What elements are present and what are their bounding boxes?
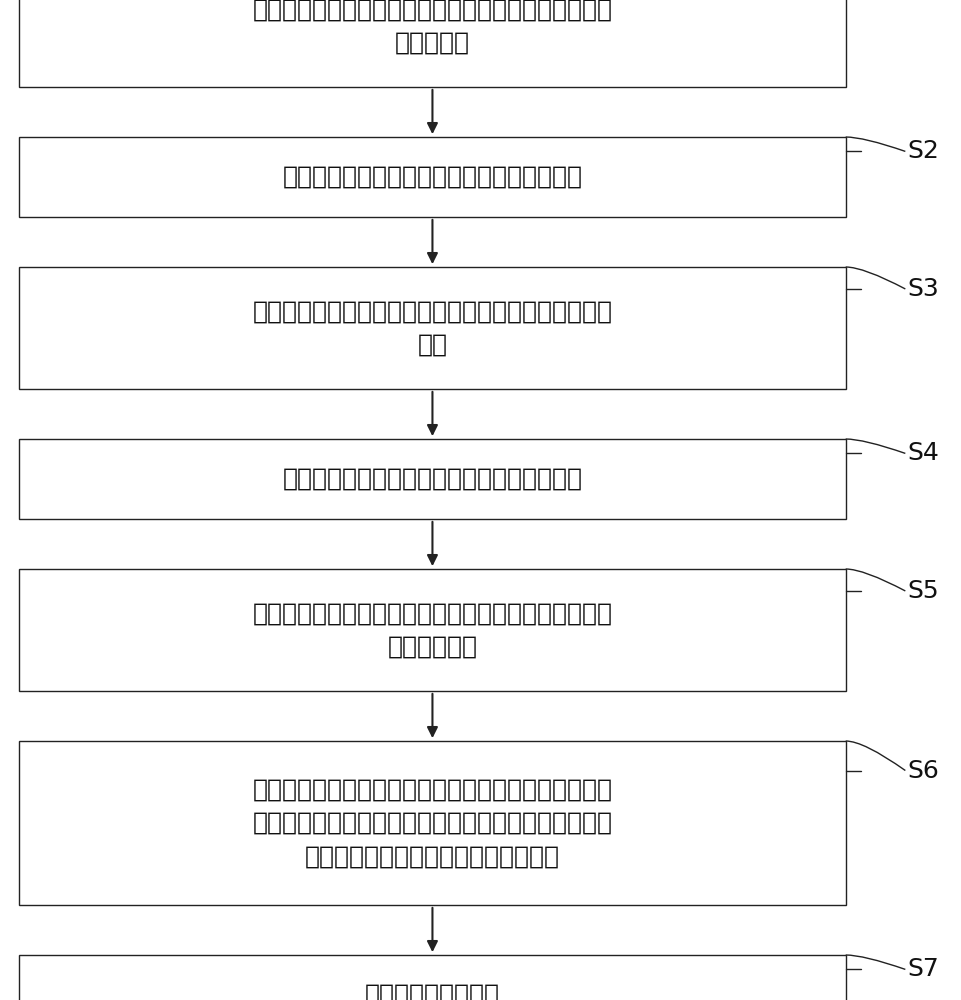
Text: 以设定速度将空气弹簧向下压缩，每变形设定距离时读
取空气弹簧的内压值、负荷值和最大外径并记录，且记
录压缩最大距离时空气弹簧的最大外径: 以设定速度将空气弹簧向下压缩，每变形设定距离时读 取空气弹簧的内压值、负荷值和最… bbox=[253, 778, 612, 868]
Text: S2: S2 bbox=[907, 139, 939, 163]
Bar bbox=[19, 569, 846, 691]
Text: S7: S7 bbox=[907, 957, 939, 981]
Bar bbox=[19, 741, 846, 905]
Bar bbox=[19, 439, 846, 519]
Text: S4: S4 bbox=[907, 441, 939, 465]
Bar bbox=[19, 137, 846, 217]
Text: S3: S3 bbox=[907, 277, 939, 301]
Text: 将空气弹簧的内部气压调节到第一设定气压值: 将空气弹簧的内部气压调节到第一设定气压值 bbox=[283, 165, 582, 189]
Text: 利用试验机的夹头拉伸空气弹簧的第二端至指定位置并
固定: 利用试验机的夹头拉伸空气弹簧的第二端至指定位置并 固定 bbox=[253, 299, 612, 357]
Bar bbox=[19, 955, 846, 1000]
Bar bbox=[19, 267, 846, 389]
Text: 利用试验机的夹头将空气弹簧的第二端拉伸设定长度并
停留一段时间: 利用试验机的夹头将空气弹簧的第二端拉伸设定长度并 停留一段时间 bbox=[253, 601, 612, 659]
Text: 整理数据，分析结果: 整理数据，分析结果 bbox=[365, 983, 500, 1000]
Text: 将空气弹簧的内部气压调节到第二设定气压值: 将空气弹簧的内部气压调节到第二设定气压值 bbox=[283, 467, 582, 491]
Text: 将空气弹簧的第一端固定在微机控制电液伺服疲劳试验
机的台架上: 将空气弹簧的第一端固定在微机控制电液伺服疲劳试验 机的台架上 bbox=[253, 0, 612, 55]
Text: S6: S6 bbox=[907, 759, 939, 783]
Bar bbox=[19, 0, 846, 87]
Text: S5: S5 bbox=[907, 579, 939, 603]
